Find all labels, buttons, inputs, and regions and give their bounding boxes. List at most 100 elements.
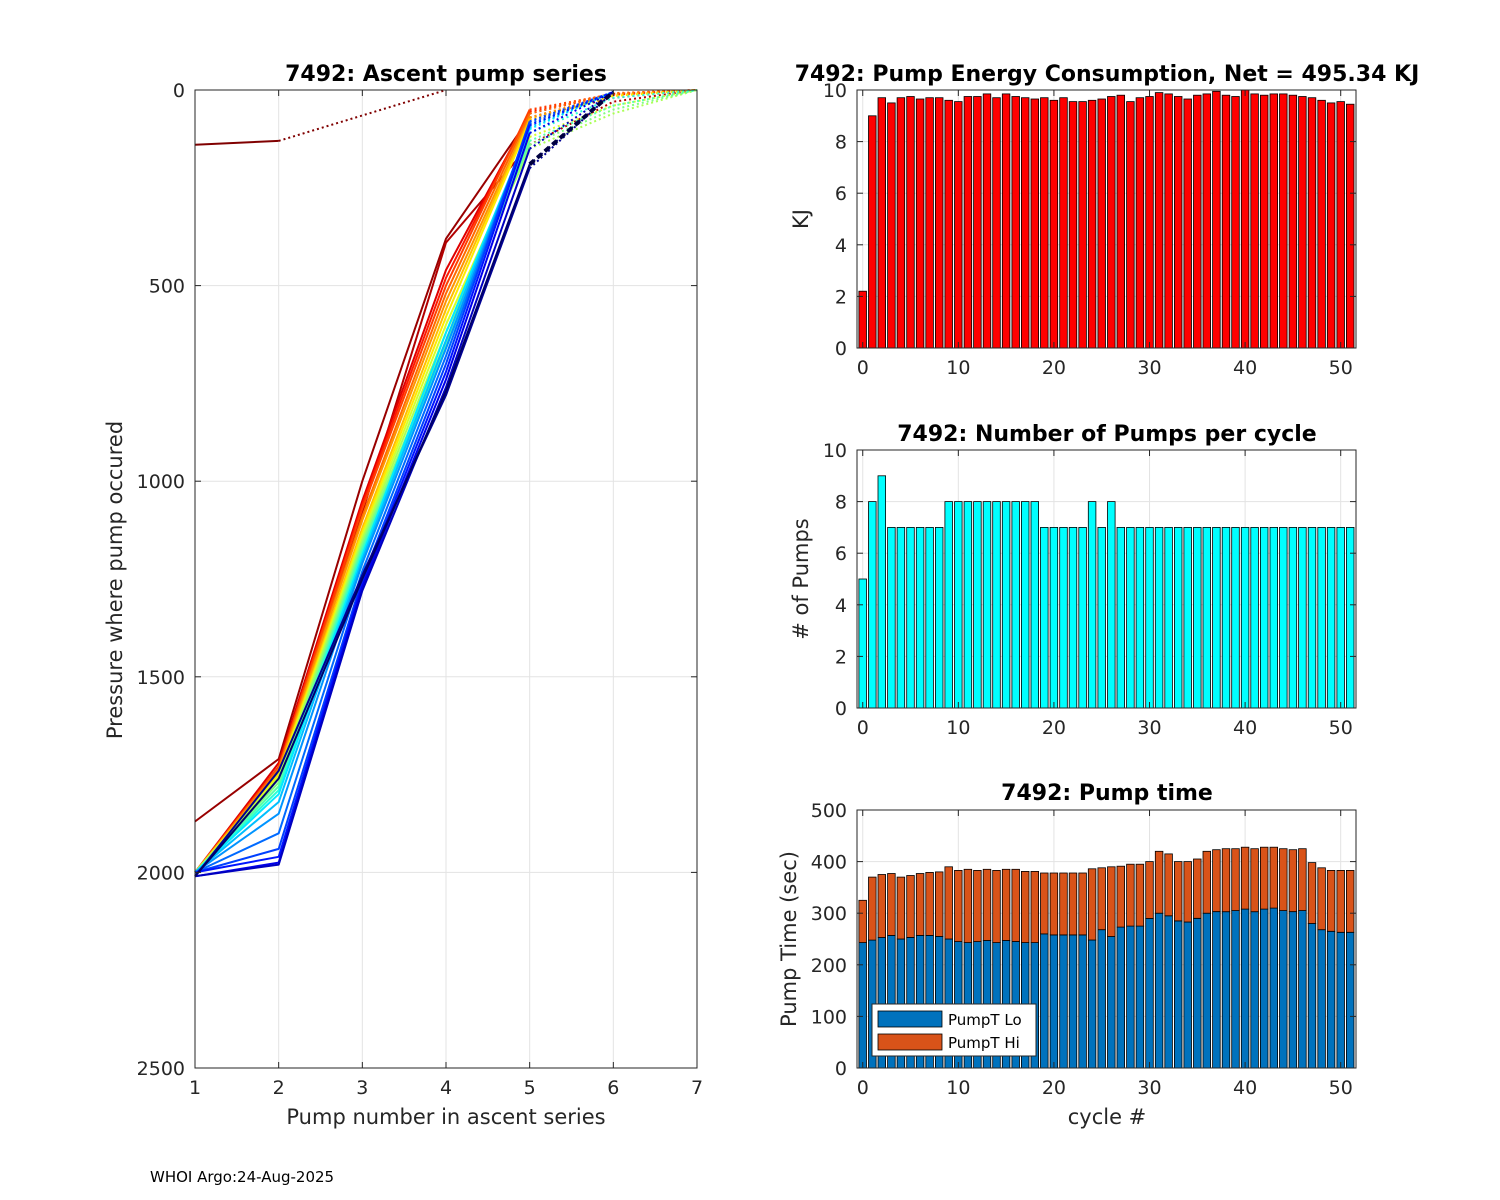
energy-bar — [1097, 98, 1106, 349]
pumps-bar — [887, 527, 896, 709]
pumptime-hi-bar — [1021, 871, 1030, 944]
ascent-x-tick-label: 3 — [356, 1077, 368, 1099]
energy-bar — [1221, 94, 1231, 349]
pumptime-hi-bar — [1307, 862, 1317, 924]
pumps-y-tick-label: 2 — [835, 646, 847, 668]
energy-bar — [1202, 93, 1211, 349]
pumps-bar — [915, 527, 925, 709]
pumptime-hi-bar — [1221, 848, 1231, 913]
energy-bar — [1135, 97, 1145, 349]
pumps-bar — [1145, 527, 1154, 709]
ascent-y-tick-label: 2000 — [137, 862, 185, 884]
pumptime-hi-bar — [925, 872, 934, 936]
energy-bar — [1193, 94, 1202, 349]
pumps-y-tick-label: 4 — [835, 595, 847, 617]
pumptime-lo-bar — [1346, 931, 1355, 1069]
energy-bar — [1212, 90, 1221, 349]
pumptime-hi-bar — [1202, 850, 1211, 914]
ascent-series-surface-segment — [529, 91, 614, 150]
ascent-y-tick-label: 0 — [173, 80, 185, 102]
pumptime-hi-bar — [1068, 872, 1078, 936]
pumptime-hi-bar — [944, 866, 953, 940]
pumps-bar — [1001, 501, 1011, 709]
pumptime-x-tick-label: 10 — [946, 1077, 970, 1099]
energy-bar — [944, 99, 953, 349]
pumptime-lo-bar — [1154, 912, 1164, 1069]
legend-label-lo: PumpT Lo — [948, 1011, 1022, 1029]
pumptime-lo-bar — [1078, 934, 1087, 1069]
energy-bar — [915, 98, 925, 349]
pumps-bar — [925, 527, 934, 709]
ascent-series-line — [194, 148, 531, 878]
pumps-bar — [944, 501, 953, 709]
pumps-y-tick-label: 8 — [835, 492, 847, 514]
pumptime-hi-bar — [1279, 848, 1288, 912]
pumptime-lo-bar — [1240, 908, 1250, 1069]
energy-bar — [1049, 99, 1059, 349]
energy-bar — [1011, 96, 1020, 349]
ascent-y-tick-label: 500 — [149, 276, 185, 298]
pumps-bar — [982, 501, 992, 709]
ascent-x-tick-label: 7 — [691, 1077, 703, 1099]
pumps-bar — [1049, 527, 1059, 709]
energy-bar — [982, 93, 992, 349]
pumptime-lo-bar — [1202, 912, 1211, 1069]
pumptime-x-tick-label: 30 — [1137, 1077, 1161, 1099]
pumps-bar — [1021, 501, 1030, 709]
pumptime-lo-bar — [1107, 936, 1116, 1069]
ascent-series-line — [194, 163, 531, 877]
pumptime-hi-bar — [915, 873, 925, 936]
ascent-x-tick-label: 2 — [273, 1077, 285, 1099]
pumptime-hi-bar — [1078, 872, 1087, 936]
ascent-series-line — [194, 126, 531, 874]
pumps-bar — [1154, 527, 1164, 709]
pumptime-lo-bar — [1260, 908, 1269, 1069]
energy-y-tick-label: 10 — [823, 80, 847, 102]
pumptime-lo-bar — [1135, 925, 1145, 1069]
pumptime-lo-bar — [1298, 910, 1307, 1069]
pumps-bar — [1298, 527, 1307, 709]
pumps-bar — [1078, 527, 1087, 709]
pumps-bar — [1135, 527, 1145, 709]
pumptime-hi-bar — [1135, 863, 1145, 927]
energy-x-tick-label: 10 — [946, 357, 970, 379]
pumptime-x-tick-label: 50 — [1329, 1077, 1353, 1099]
ascent-x-tick-label: 5 — [524, 1077, 536, 1099]
pumps-y-tick-label: 6 — [835, 543, 847, 565]
energy-y-tick-label: 8 — [835, 132, 847, 154]
energy-bar — [896, 97, 906, 349]
energy-bar — [1307, 97, 1317, 349]
ascent-y-tick-label: 1500 — [137, 667, 185, 689]
pumps-bar — [1107, 501, 1116, 709]
energy-bar — [1068, 101, 1078, 349]
pumps-x-tick-label: 40 — [1233, 717, 1257, 739]
energy-x-tick-label: 0 — [857, 357, 869, 379]
ascent-series-surface-segment — [529, 89, 698, 146]
pumptime-hi-bar — [1097, 867, 1106, 931]
pumptime-y-tick-label: 500 — [811, 800, 847, 822]
pumptime-hi-bar — [1164, 853, 1173, 917]
pumptime-lo-bar — [1221, 911, 1231, 1069]
pumps-x-tick-label: 20 — [1042, 717, 1066, 739]
pumptime-hi-bar — [1030, 871, 1039, 944]
pumptime-hi-bar — [1269, 846, 1278, 909]
energy-bar — [1164, 93, 1173, 349]
pumptime-lo-bar — [1193, 918, 1202, 1069]
energy-bar — [1040, 97, 1049, 349]
pumps-bar — [877, 475, 886, 709]
pumptime-hi-bar — [1011, 868, 1020, 942]
pumptime-hi-bar — [906, 875, 915, 938]
pumptime-lo-bar — [1049, 934, 1059, 1069]
pumptime-hi-bar — [1317, 867, 1326, 931]
pumptime-y-tick-label: 400 — [811, 852, 847, 874]
pump-time-chart: 7492: Pump time cycle # Pump Time (sec) … — [777, 781, 1357, 1129]
pumps-axes-frame — [856, 449, 1357, 709]
pumptime-hi-bar — [1183, 861, 1192, 923]
energy-chart-title: 7492: Pump Energy Consumption, Net = 495… — [795, 62, 1420, 87]
energy-y-tick-label: 6 — [835, 183, 847, 205]
energy-x-tick-label: 40 — [1233, 357, 1257, 379]
pumptime-hi-bar — [1145, 861, 1154, 919]
pumptime-hi-bar — [868, 876, 877, 941]
pumptime-hi-bar — [1087, 868, 1097, 941]
